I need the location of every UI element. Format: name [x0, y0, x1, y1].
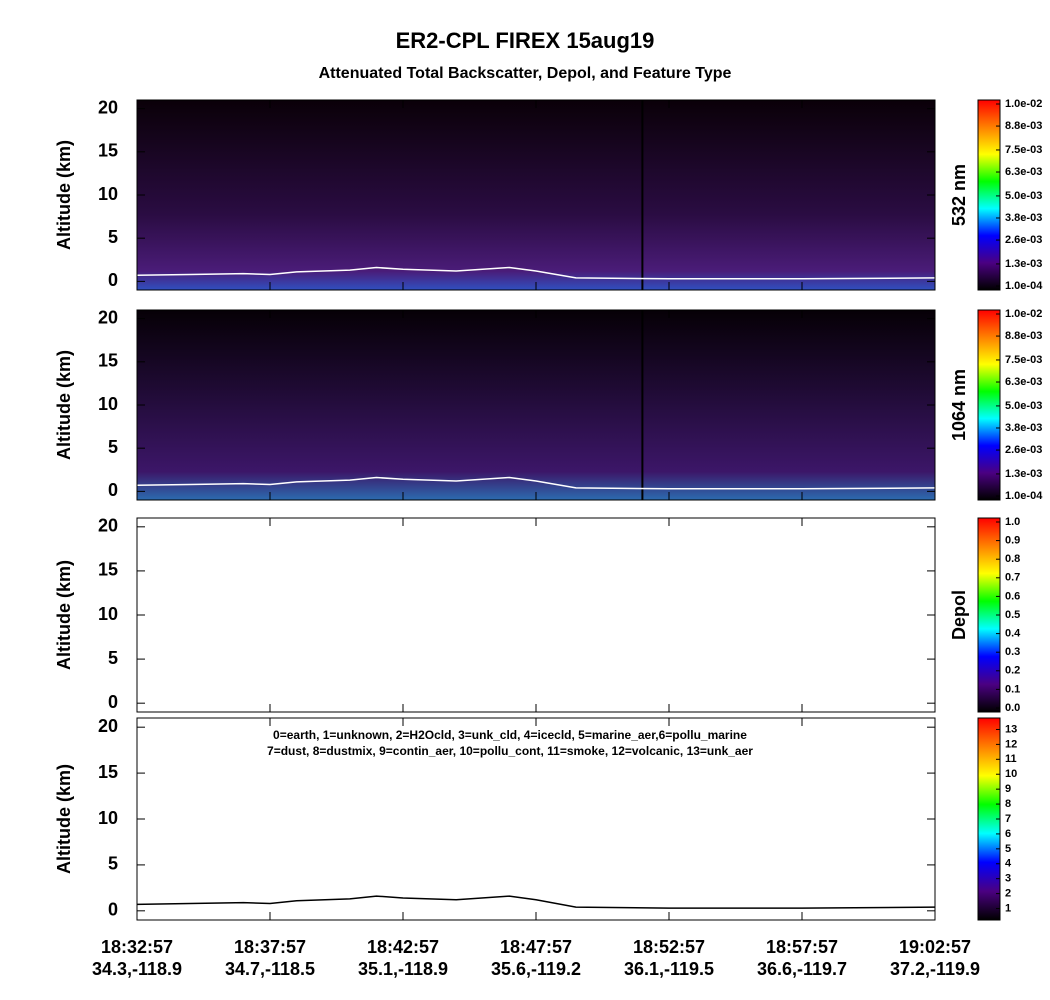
y-tick-label: 5 — [108, 227, 118, 247]
colorbar-tick-label: 12 — [1005, 738, 1017, 750]
y-tick-label: 20 — [98, 716, 118, 736]
colorbar-tick-label: 8.8e-03 — [1005, 120, 1042, 132]
y-tick-label: 15 — [98, 141, 118, 161]
y-tick-label: 15 — [98, 560, 118, 580]
y-axis-label: Altitude (km) — [54, 764, 74, 874]
x-tick-label: 18:32:57 — [101, 937, 173, 957]
surface-line — [136, 895, 936, 909]
x-tick-label: 18:37:57 — [234, 937, 306, 957]
colorbar-tick-label: 1.3e-03 — [1005, 258, 1042, 270]
colorbar-tick-label: 1.0e-04 — [1005, 490, 1043, 502]
colorbar-tick-label: 3.8e-03 — [1005, 212, 1042, 224]
colorbar-tick-label: 0.5 — [1005, 609, 1020, 621]
curtain-image — [137, 310, 935, 500]
y-tick-label: 10 — [98, 808, 118, 828]
colorbar — [977, 309, 1001, 501]
curtain-image — [137, 718, 935, 920]
y-axis-label: Altitude (km) — [54, 350, 74, 460]
x-tick-location: 35.1,-118.9 — [358, 959, 448, 979]
colorbar-tick-label: 8 — [1005, 798, 1011, 810]
y-tick-label: 10 — [98, 394, 118, 414]
y-tick-label: 0 — [108, 480, 118, 500]
colorbar-label: 532 nm — [949, 164, 969, 226]
colorbar-tick-label: 0.6 — [1005, 590, 1020, 602]
annotation: 0=earth, 1=unknown, 2=H2Ocld, 3=unk_cld,… — [273, 728, 747, 742]
y-tick-label: 10 — [98, 604, 118, 624]
x-tick-location: 36.6,-119.7 — [757, 959, 847, 979]
y-tick-label: 15 — [98, 351, 118, 371]
x-tick-label: 18:42:57 — [367, 937, 439, 957]
colorbar-tick-label: 13 — [1005, 723, 1017, 735]
y-tick-label: 20 — [98, 516, 118, 536]
x-tick-label: 18:57:57 — [766, 937, 838, 957]
colorbar-tick-label: 7.5e-03 — [1005, 354, 1042, 366]
colorbar-tick-label: 1.0e-02 — [1005, 308, 1042, 320]
colorbar-tick-label: 8.8e-03 — [1005, 330, 1042, 342]
colorbar-tick-label: 2 — [1005, 888, 1011, 900]
surface-line — [136, 476, 936, 490]
y-axis-label: Altitude (km) — [54, 140, 74, 250]
x-tick-label: 19:02:57 — [899, 937, 971, 957]
x-tick-label: 18:52:57 — [633, 937, 705, 957]
x-tick-location: 34.3,-118.9 — [92, 959, 182, 979]
x-tick-location: 37.2,-119.9 — [890, 959, 980, 979]
colorbar-tick-label: 6.3e-03 — [1005, 376, 1042, 388]
curtain-image — [137, 100, 935, 290]
colorbar-tick-label: 1.0 — [1005, 516, 1020, 528]
colorbar-tick-label: 6 — [1005, 828, 1011, 840]
x-tick-label: 18:47:57 — [500, 937, 572, 957]
colorbar-tick-label: 3.8e-03 — [1005, 422, 1042, 434]
colorbar-tick-label: 1.3e-03 — [1005, 468, 1042, 480]
y-tick-label: 0 — [108, 692, 118, 712]
colorbar-tick-label: 2.6e-03 — [1005, 234, 1042, 246]
y-tick-label: 5 — [108, 854, 118, 874]
colorbar-tick-label: 0.1 — [1005, 683, 1020, 695]
y-tick-label: 20 — [98, 307, 118, 327]
colorbar-tick-label: 0.0 — [1005, 702, 1020, 714]
y-tick-label: 15 — [98, 762, 118, 782]
colorbar-tick-label: 6.3e-03 — [1005, 166, 1042, 178]
colorbar-tick-label: 2.6e-03 — [1005, 444, 1042, 456]
x-tick-location: 36.1,-119.5 — [624, 959, 714, 979]
colorbar-tick-label: 1 — [1005, 902, 1011, 914]
y-tick-label: 0 — [108, 270, 118, 290]
colorbar-tick-label: 9 — [1005, 783, 1011, 795]
colorbar-label: 1064 nm — [949, 369, 969, 441]
subtitle: Attenuated Total Backscatter, Depol, and… — [319, 65, 732, 82]
colorbar-tick-label: 0.2 — [1005, 665, 1020, 677]
y-tick-label: 5 — [108, 437, 118, 457]
y-tick-label: 5 — [108, 648, 118, 668]
colorbar-tick-label: 3 — [1005, 873, 1011, 885]
colorbar — [977, 99, 1001, 291]
y-tick-label: 20 — [98, 97, 118, 117]
colorbar-tick-label: 4 — [1005, 858, 1012, 870]
title: ER2-CPL FIREX 15aug19 — [396, 28, 655, 53]
x-tick-location: 34.7,-118.5 — [225, 959, 315, 979]
colorbar-tick-label: 0.9 — [1005, 535, 1020, 547]
colorbar-tick-label: 7.5e-03 — [1005, 144, 1042, 156]
colorbar-tick-label: 7 — [1005, 813, 1011, 825]
colorbar-tick-label: 10 — [1005, 768, 1017, 780]
colorbar-tick-label: 0.8 — [1005, 553, 1020, 565]
colorbar-label: Depol — [949, 590, 969, 640]
colorbar-tick-label: 11 — [1005, 753, 1017, 765]
colorbar-tick-label: 5.0e-03 — [1005, 400, 1042, 412]
x-tick-location: 35.6,-119.2 — [491, 959, 581, 979]
colorbar-tick-label: 0.4 — [1005, 628, 1021, 640]
colorbar-tick-label: 5 — [1005, 843, 1011, 855]
annotation: 7=dust, 8=dustmix, 9=contin_aer, 10=poll… — [267, 744, 753, 758]
colorbar-tick-label: 5.0e-03 — [1005, 190, 1042, 202]
y-tick-label: 10 — [98, 184, 118, 204]
y-tick-label: 0 — [108, 900, 118, 920]
colorbar-tick-label: 0.3 — [1005, 646, 1020, 658]
curtain-image — [137, 518, 935, 712]
colorbar-tick-label: 1.0e-02 — [1005, 98, 1042, 110]
y-axis-label: Altitude (km) — [54, 560, 74, 670]
colorbar-tick-label: 1.0e-04 — [1005, 280, 1043, 292]
surface-line — [136, 266, 936, 280]
colorbar-tick-label: 0.7 — [1005, 572, 1020, 584]
